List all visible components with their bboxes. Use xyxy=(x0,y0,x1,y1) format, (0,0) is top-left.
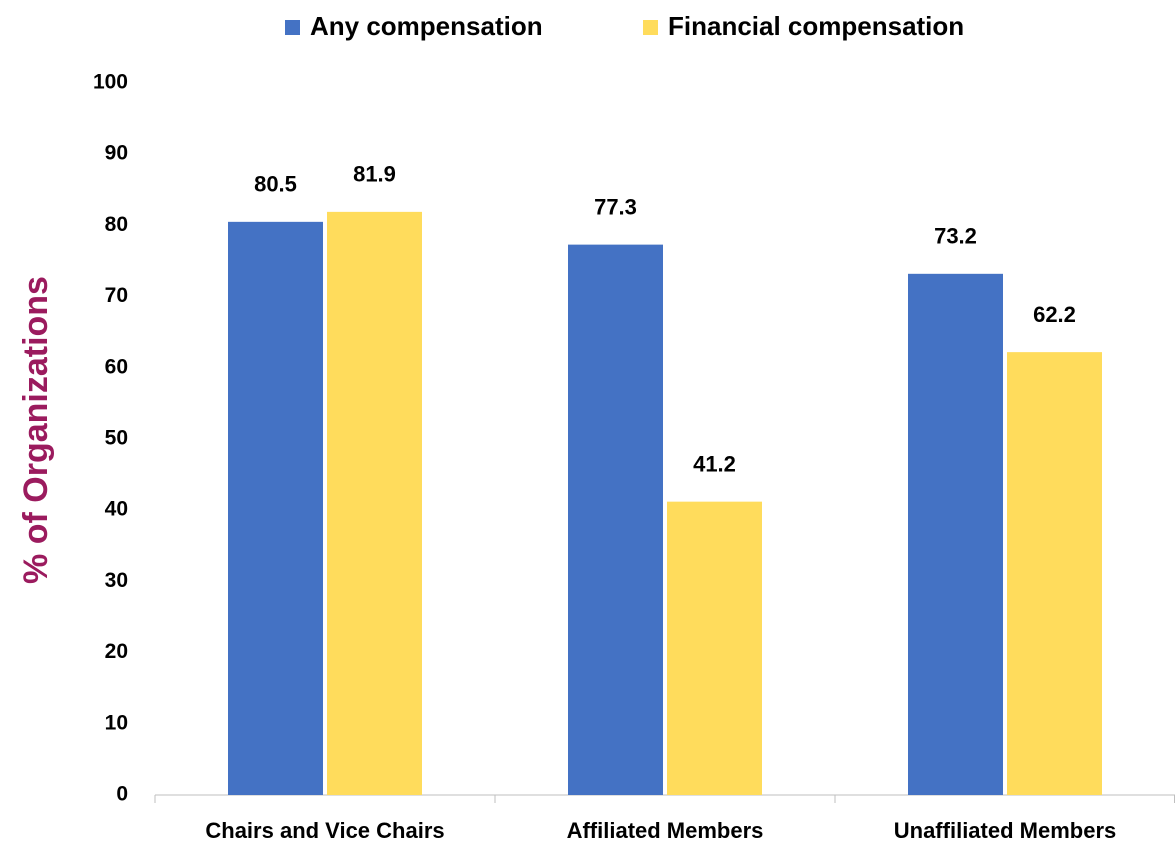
legend-label: Financial compensation xyxy=(668,11,964,41)
data-label: 81.9 xyxy=(353,162,396,187)
y-tick-label: 70 xyxy=(105,284,128,307)
y-tick-label: 60 xyxy=(105,355,128,378)
y-tick-label: 40 xyxy=(105,498,128,521)
data-label: 80.5 xyxy=(254,172,297,197)
y-axis-title: % of Organizations xyxy=(17,276,55,584)
y-tick-label: 80 xyxy=(105,213,128,236)
bar xyxy=(228,221,323,796)
y-tick-label: 30 xyxy=(105,569,128,592)
data-label: 73.2 xyxy=(934,224,977,249)
x-tick-label: Unaffiliated Members xyxy=(894,818,1117,843)
y-tick-label: 20 xyxy=(105,640,128,663)
x-tick-label: Affiliated Members xyxy=(567,818,764,843)
data-label: 62.2 xyxy=(1033,302,1076,327)
y-tick-label: 10 xyxy=(105,711,128,734)
y-tick-label: 0 xyxy=(116,783,128,806)
x-tick-label: Chairs and Vice Chairs xyxy=(205,818,444,843)
legend-label: Any compensation xyxy=(310,11,543,41)
bar xyxy=(568,244,663,795)
bar xyxy=(327,211,422,795)
legend-swatch xyxy=(643,20,658,35)
y-tick-label: 90 xyxy=(105,142,128,165)
bar xyxy=(908,273,1003,795)
data-label: 77.3 xyxy=(594,194,637,219)
bar xyxy=(1007,352,1102,795)
y-tick-label: 50 xyxy=(105,427,128,450)
data-label: 41.2 xyxy=(693,451,736,476)
y-tick-label: 100 xyxy=(93,71,128,94)
bar xyxy=(667,501,762,795)
legend-swatch xyxy=(285,20,300,35)
